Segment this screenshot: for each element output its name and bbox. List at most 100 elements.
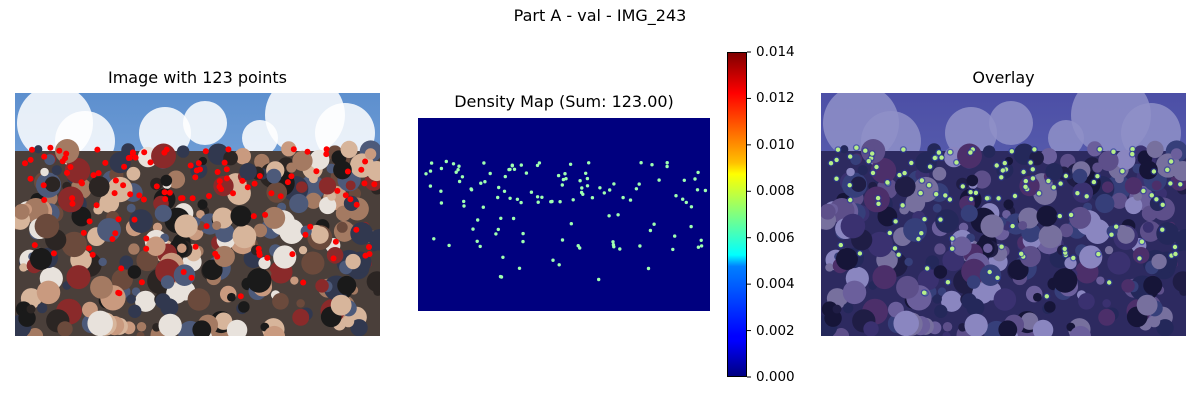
- annotation-point: [161, 149, 168, 156]
- overlay-point: [1009, 149, 1014, 154]
- overlay-point: [1030, 176, 1036, 181]
- overlay-point: [960, 184, 965, 189]
- density-point: [498, 274, 503, 279]
- overlay-point: [1173, 251, 1178, 257]
- density-point: [478, 244, 482, 249]
- annotation-point: [347, 196, 354, 203]
- density-panel-title: Density Map (Sum: 123.00): [454, 92, 674, 111]
- annotation-point: [342, 192, 349, 199]
- annotation-point: [250, 213, 257, 220]
- image-panel-title: Image with 123 points: [108, 68, 287, 87]
- overlay-point: [922, 290, 927, 295]
- overlay-point: [1141, 188, 1146, 194]
- overlay-point: [938, 217, 943, 222]
- density-point: [488, 171, 492, 176]
- density-point: [457, 179, 462, 184]
- density-point: [571, 198, 575, 202]
- annotation-point: [129, 149, 136, 156]
- overlay-panel: [821, 93, 1186, 336]
- annotation-point: [361, 180, 368, 187]
- density-point: [517, 266, 522, 270]
- density-point: [432, 237, 436, 241]
- annotation-point: [141, 149, 148, 156]
- annotation-point: [118, 265, 125, 272]
- overlay-point: [896, 252, 901, 257]
- density-point: [608, 188, 612, 192]
- annotation-point: [111, 190, 118, 197]
- annotation-point: [289, 251, 296, 258]
- density-point: [512, 167, 517, 171]
- annotation-point: [125, 155, 132, 161]
- overlay-point: [984, 196, 990, 201]
- colorbar-tick-label: 0.014: [756, 44, 795, 60]
- annotation-point: [255, 245, 262, 252]
- annotation-point: [307, 223, 314, 230]
- density-point: [602, 191, 606, 195]
- crowd-image-panel: [15, 93, 380, 336]
- colorbar-tick-label: 0.004: [756, 276, 795, 293]
- annotation-point: [216, 183, 223, 190]
- overlay-point: [925, 266, 930, 271]
- annotation-point: [132, 154, 139, 161]
- annotation-point: [69, 200, 76, 207]
- density-point: [424, 172, 428, 176]
- density-point: [521, 231, 525, 236]
- annotation-point: [89, 251, 96, 258]
- density-point: [475, 239, 479, 243]
- density-point: [560, 238, 565, 242]
- density-point: [578, 179, 582, 183]
- colorbar-tick-label: 0.010: [756, 136, 795, 153]
- annotation-point: [237, 293, 244, 300]
- density-point: [499, 216, 503, 220]
- density-point: [557, 263, 561, 267]
- density-point: [560, 183, 564, 187]
- overlay-point: [995, 275, 1000, 280]
- annotation-point: [40, 182, 47, 189]
- annotation-point: [94, 146, 101, 153]
- overlay-point: [968, 150, 973, 155]
- overlay-point: [1107, 280, 1112, 285]
- overlay-point: [1044, 294, 1049, 299]
- density-point: [590, 196, 595, 200]
- density-point: [693, 177, 697, 181]
- density-point: [451, 162, 456, 166]
- figure-suptitle: Part A - val - IMG_243: [513, 6, 687, 25]
- density-point: [689, 205, 694, 209]
- density-point: [479, 181, 483, 185]
- annotation-point: [344, 168, 351, 175]
- overlay-point: [1139, 239, 1145, 244]
- overlay-point: [838, 242, 843, 248]
- density-map-canvas: [424, 159, 708, 282]
- annotation-point: [127, 191, 134, 198]
- density-point: [621, 195, 625, 200]
- annotation-point: [29, 146, 35, 153]
- overlay-point: [854, 145, 859, 150]
- overlay-point: [1058, 181, 1063, 186]
- density-point: [429, 161, 434, 165]
- density-point: [611, 243, 616, 247]
- density-point: [428, 169, 433, 173]
- annotation-point: [223, 166, 230, 173]
- annotation-point: [223, 175, 230, 182]
- annotation-point: [78, 179, 85, 186]
- overlay-point: [1063, 173, 1069, 179]
- overlay-point: [1168, 159, 1174, 164]
- annotation-point: [268, 190, 275, 197]
- annotation-point: [166, 189, 173, 196]
- annotation-point: [323, 146, 330, 153]
- annotation-point: [41, 197, 48, 203]
- overlay-point: [1120, 169, 1125, 174]
- density-point: [521, 239, 525, 244]
- density-point: [476, 218, 480, 222]
- density-point: [638, 244, 642, 248]
- overlay-point: [1091, 179, 1097, 185]
- annotation-point: [27, 175, 34, 182]
- annotation-point: [69, 195, 76, 202]
- density-point: [665, 161, 669, 165]
- density-point: [699, 244, 704, 248]
- annotation-point: [121, 163, 128, 170]
- overlay-point: [932, 155, 937, 161]
- overlay-point: [1030, 167, 1035, 172]
- overlay-point: [1109, 232, 1114, 237]
- density-point: [612, 182, 616, 186]
